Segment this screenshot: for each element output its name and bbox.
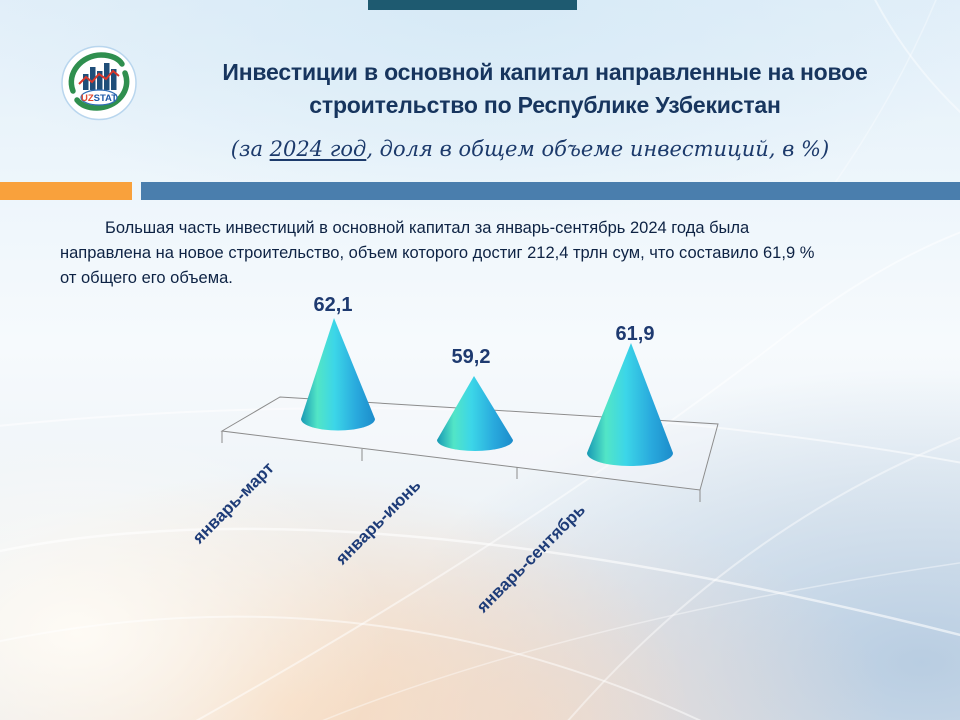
logo-text: UZSTAT xyxy=(81,93,117,104)
subtitle-prefix: (за xyxy=(230,137,270,161)
top-accent-bar xyxy=(368,0,577,10)
chart-floor xyxy=(220,396,719,491)
subtitle-suffix: , доля в общем объеме инвестиций, в %) xyxy=(366,137,830,161)
value-label-january-june: 59,2 xyxy=(451,346,491,368)
uzstat-logo: UZSTAT xyxy=(61,45,137,121)
subtitle: (за 2024 год, доля в общем объеме инвест… xyxy=(150,137,910,161)
value-label-january-march: 62,1 xyxy=(313,294,353,316)
accent-bar-orange xyxy=(0,182,132,200)
category-label-january-march: январь-март xyxy=(188,458,278,548)
summary-paragraph: Большая часть инвестиций в основной капи… xyxy=(60,219,815,287)
axis-ticks xyxy=(221,431,701,502)
cone-january-september xyxy=(587,343,673,466)
cone-january-march xyxy=(301,318,375,431)
page-title: Инвестиции в основной капитал направленн… xyxy=(150,56,940,122)
title-line-1: Инвестиции в основной капитал направленн… xyxy=(222,59,868,85)
category-label-january-september: январь-сентябрь xyxy=(472,500,589,617)
logo-bars xyxy=(83,63,117,90)
value-label-january-september: 61,9 xyxy=(615,323,655,345)
subtitle-year: 2024 год xyxy=(269,137,367,161)
title-line-2: строительство по Республике Узбекистан xyxy=(309,92,781,118)
cone-january-june xyxy=(437,376,513,451)
category-label-january-june: январь-июнь xyxy=(331,475,425,569)
accent-bar-blue xyxy=(141,182,960,200)
